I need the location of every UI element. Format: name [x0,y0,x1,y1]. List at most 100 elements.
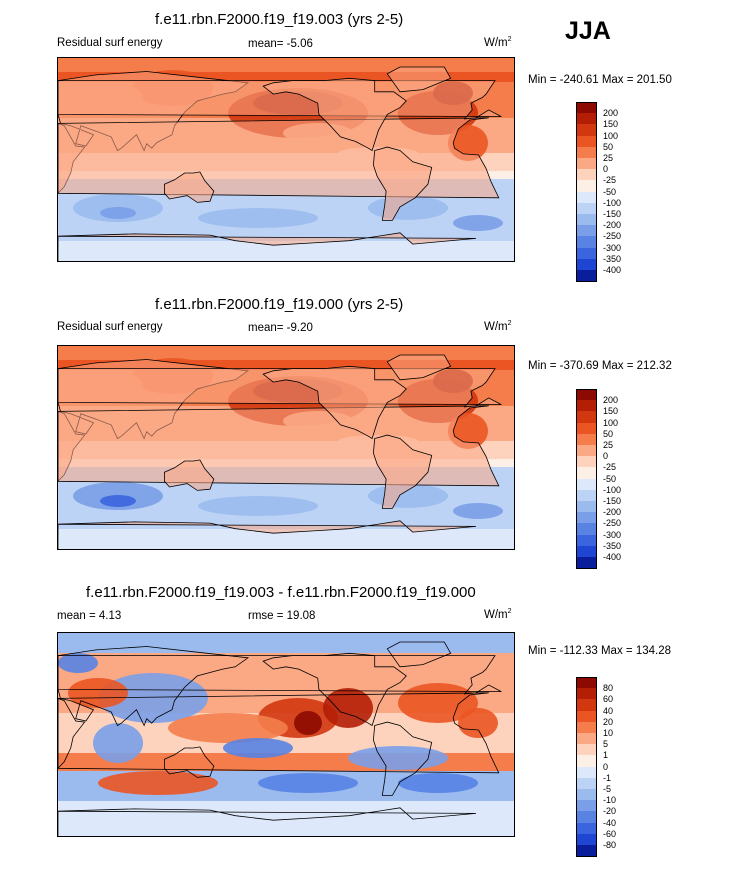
colorbar-swatch [576,766,597,779]
coastline [262,365,407,440]
season-label: JJA [565,17,611,45]
colorbar-swatch [576,169,597,181]
colorbar-tick-label: 25 [603,440,614,450]
field-anomaly [348,746,448,770]
field-band [58,360,514,370]
coastline [262,652,407,727]
colorbar-swatch [576,270,597,282]
colorbar-tick-label: 20 [603,716,614,727]
colorbar-tick-label: -150 [603,209,622,219]
colorbar-swatch [576,512,597,524]
colorbar-tick-label: -250 [603,231,622,242]
field-anomaly [258,773,358,793]
colorbar-tick-label: -5 [603,784,612,794]
colorbar-swatch [576,699,597,712]
colorbar-swatch [576,744,597,756]
coastline [58,692,500,774]
colorbar-tick-label: 25 [603,153,614,163]
colorbar-tick-label: -1 [603,772,612,783]
colorbar-tick-label: -80 [603,840,617,850]
field-anomaly [68,678,128,708]
field-anomaly [453,215,503,231]
colorbar-tick-label: -300 [603,242,622,253]
coastline [386,641,452,668]
panel-1-field [58,58,514,261]
colorbar-swatch [576,710,597,723]
colorbar-swatch [576,489,597,502]
colorbar-tick-label: 100 [603,417,619,428]
colorbar-swatch [576,811,597,824]
coastline [262,77,407,152]
colorbar-swatch [576,833,597,846]
colorbar-tick-label: 0 [603,164,609,175]
panel-1-minmax-label: Min = -240.61 Max = 201.50 [528,74,672,86]
colorbar-swatch [576,400,597,412]
panel-3-mean-label: mean = 4.13 [57,610,122,622]
coastline [58,232,477,261]
colorbar-swatch [576,411,597,424]
panel-3-colorbar: 80 60 40 20 10 5 1 0 -1 -5 -10 -20 -40 -60 -80 [576,677,646,857]
colorbar-tick-label: 150 [603,119,619,130]
coastline [386,354,452,381]
field-anomaly [323,688,373,728]
colorbar-swatch [576,225,597,237]
coastline [372,146,433,221]
colorbar-tick-label: -150 [603,496,622,506]
colorbar-swatch [576,789,597,801]
colorbar-swatch [576,733,597,745]
colorbar-swatch [576,721,597,734]
panel-2-mean-label: mean= -9.20 [248,322,313,334]
panel-3-field [58,633,514,836]
panel-3-units-label: W/m2 [484,608,512,621]
colorbar-tick-label: 0 [603,451,609,462]
colorbar-tick-label: -20 [603,806,617,817]
colorbar-swatch [576,456,597,468]
panel-1-mean-label: mean= -5.06 [248,38,313,50]
colorbar-tick-label: -25 [603,175,617,186]
field-band [58,72,514,82]
colorbar-swatch [576,236,597,249]
coastline [164,746,215,778]
colorbar-swatch [576,433,597,446]
colorbar-swatch [576,124,597,137]
colorbar-tick-label: -350 [603,540,622,551]
colorbar-tick-label: -40 [603,817,617,828]
coastline [58,646,250,727]
field-band [58,529,514,549]
colorbar-tick-label: -100 [603,484,622,495]
colorbar-swatch [576,534,597,547]
colorbar-tick-label: -400 [603,552,622,562]
colorbar-swatch [576,467,597,480]
colorbar-swatch [576,822,597,835]
coastline [372,434,433,509]
panel-2-units-label: W/m2 [484,320,512,333]
field-anomaly [198,496,318,516]
colorbar-swatch [576,214,597,226]
colorbar-swatch [576,478,597,491]
panel-1-colorbar: 200 150 100 50 25 0 -25 -50 -100 -150 -200 -250 -300… [576,102,646,282]
colorbar-tick-label: 50 [603,428,614,439]
colorbar-tick-label: -250 [603,518,622,529]
colorbar-tick-label: 60 [603,694,614,705]
colorbar-tick-label: 200 [603,108,619,119]
colorbar-tick-label: 150 [603,406,619,417]
field-anomaly [294,711,322,735]
colorbar-tick-label: 40 [603,705,614,716]
colorbar-swatch [576,146,597,159]
colorbar-swatch [576,445,597,457]
colorbar-swatch [576,422,597,435]
panel-2-field [58,346,514,549]
field-anomaly [58,653,98,673]
field-anomaly [98,673,208,723]
colorbar-swatch [576,777,597,790]
coastline [386,66,452,93]
colorbar-tick-label: 1 [603,750,609,761]
colorbar-swatch [576,545,597,558]
coastline [164,171,215,203]
colorbar-tick-label: -200 [603,507,622,518]
colorbar-tick-label: 10 [603,728,614,738]
colorbar-tick-label: 100 [603,130,619,141]
colorbar-tick-label: -400 [603,265,622,275]
panel-2-title: f.e11.rbn.F2000.f19_f19.000 (yrs 2-5) [155,296,404,313]
panel-1-units-label: W/m2 [484,36,512,49]
